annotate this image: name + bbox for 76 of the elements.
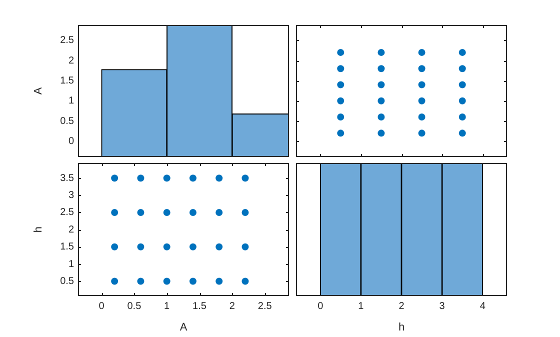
point — [111, 278, 118, 285]
point — [337, 65, 344, 72]
y-tick-label: 1.5 — [60, 242, 74, 253]
point — [378, 97, 385, 104]
x-tick-label: 0 — [98, 300, 105, 312]
point — [242, 243, 249, 250]
point — [337, 114, 344, 121]
point — [163, 208, 170, 216]
point — [418, 81, 426, 88]
x-axis-title: A — [180, 321, 188, 334]
y-tick-label: 3.5 — [60, 172, 74, 184]
x-tick-label: 2 — [398, 300, 405, 312]
point — [458, 48, 466, 56]
y-tick-label: 3 — [68, 190, 74, 202]
point — [458, 130, 466, 137]
point — [111, 174, 118, 182]
y-tick-label: 2.5 — [60, 35, 74, 46]
point — [418, 114, 426, 121]
x-tick-label: 4 — [480, 300, 486, 312]
point — [378, 130, 385, 137]
point — [418, 65, 426, 72]
x-tick-label: 0 — [318, 300, 324, 312]
x-tick-label: 1 — [358, 300, 364, 312]
y-tick-label: 2 — [68, 224, 74, 236]
y-tick-label: 0 — [68, 136, 74, 148]
point — [418, 48, 426, 56]
point — [458, 81, 466, 88]
point — [137, 278, 144, 285]
point — [242, 174, 249, 182]
point — [111, 208, 118, 216]
x-tick-label: 2 — [229, 300, 236, 312]
x-tick-label: 1.5 — [192, 300, 207, 312]
point — [378, 81, 385, 88]
point — [189, 243, 196, 250]
point — [337, 81, 344, 88]
point — [216, 208, 223, 216]
y-tick-label: 1 — [68, 258, 74, 270]
x-tick-label: 3 — [439, 300, 446, 312]
y-tick-label: 2 — [68, 55, 74, 66]
point — [418, 130, 426, 137]
point — [378, 65, 385, 72]
point — [458, 97, 466, 104]
x-tick-label: 0.5 — [127, 300, 142, 312]
y-tick-label: 0.5 — [60, 116, 74, 127]
point — [418, 97, 426, 104]
point — [189, 278, 196, 285]
point — [378, 114, 385, 121]
y-tick-label: 1 — [68, 96, 74, 107]
point — [216, 278, 223, 285]
point — [337, 130, 344, 137]
point — [111, 243, 118, 250]
x-axis-title: h — [398, 321, 405, 334]
point — [216, 243, 223, 250]
x-tick-label: 1 — [164, 300, 170, 312]
point — [163, 278, 170, 285]
point — [216, 174, 223, 182]
x-tick-label: 2.5 — [258, 300, 272, 312]
point — [337, 48, 344, 56]
point — [242, 208, 249, 216]
point — [137, 208, 144, 216]
point — [163, 174, 170, 182]
point — [458, 114, 466, 121]
point — [378, 48, 385, 56]
point — [137, 174, 144, 182]
y-tick-label: 1.5 — [60, 75, 74, 86]
y-axis-title: h — [32, 226, 45, 233]
y-tick-label: 0.5 — [60, 276, 74, 287]
y-axis-title: A — [32, 86, 45, 95]
point — [163, 243, 170, 250]
point — [189, 174, 196, 182]
point — [458, 65, 466, 72]
point — [242, 278, 249, 285]
y-tick-label: 2.5 — [60, 207, 74, 218]
point — [337, 97, 344, 104]
point — [137, 243, 144, 250]
point — [189, 208, 196, 216]
